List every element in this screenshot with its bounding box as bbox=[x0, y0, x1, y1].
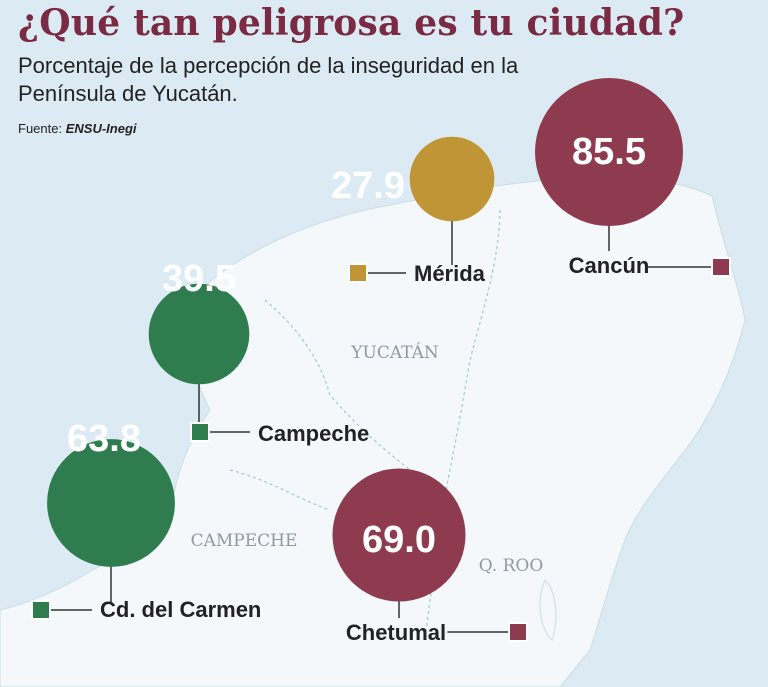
city-label-chetumal: Chetumal bbox=[346, 620, 446, 645]
value-label-campeche: 39.5 bbox=[162, 258, 236, 300]
value-label-cancun: 85.5 bbox=[572, 131, 646, 173]
cozumel-island bbox=[539, 579, 557, 641]
city-marker-cd-del-carmen bbox=[31, 600, 51, 620]
city-label-campeche: Campeche bbox=[258, 421, 369, 446]
city-marker-campeche bbox=[190, 422, 210, 442]
page-title: ¿Qué tan peligrosa es tu ciudad? bbox=[18, 2, 685, 44]
source-note: Fuente: ENSU-Inegi bbox=[18, 121, 137, 136]
value-label-merida: 27.9 bbox=[331, 165, 405, 207]
value-label-cd-del-carmen: 63.8 bbox=[67, 418, 141, 460]
value-label-chetumal: 69.0 bbox=[362, 519, 436, 561]
state-border-campeche bbox=[229, 469, 331, 511]
source-name: ENSU-Inegi bbox=[65, 121, 137, 136]
state-label-campeche: CAMPECHE bbox=[191, 531, 298, 551]
state-border-yucatan bbox=[264, 299, 411, 471]
bubble-cancun bbox=[535, 78, 683, 226]
bubble-campeche bbox=[148, 283, 250, 385]
city-label-merida: Mérida bbox=[414, 261, 486, 286]
source-label: Fuente: bbox=[18, 121, 63, 136]
bubble-merida bbox=[409, 136, 495, 222]
city-label-cancun: Cancún bbox=[569, 253, 650, 278]
page-subtitle: Porcentaje de la percepción de la insegu… bbox=[18, 53, 519, 106]
state-label-quintana-roo: Q. ROO bbox=[479, 556, 544, 576]
bubble-chetumal bbox=[332, 468, 466, 602]
city-marker-chetumal bbox=[508, 622, 528, 642]
city-label-cd-del-carmen: Cd. del Carmen bbox=[100, 597, 261, 622]
bubble-cd-del-carmen bbox=[47, 439, 175, 567]
city-marker-merida bbox=[348, 263, 368, 283]
state-label-yucatan: YUCATÁN bbox=[350, 342, 439, 363]
city-marker-cancun bbox=[711, 257, 731, 277]
